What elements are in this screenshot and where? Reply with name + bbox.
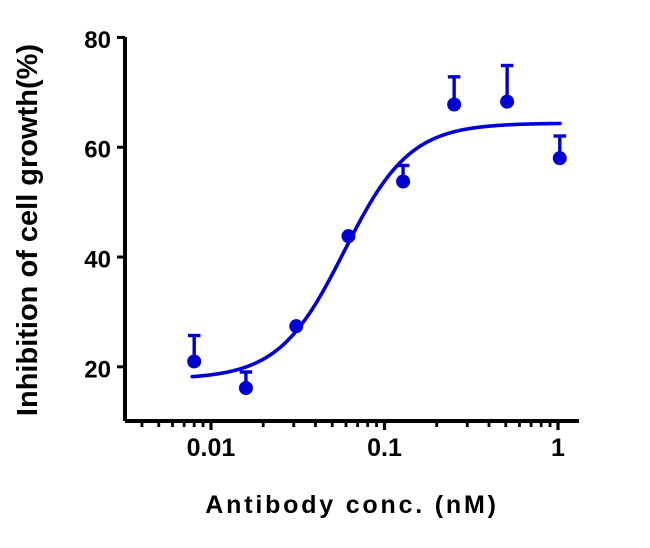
svg-text:60: 60 [84,137,111,164]
svg-text:1: 1 [551,434,565,462]
svg-text:0.01: 0.01 [187,434,236,462]
svg-text:0.1: 0.1 [367,434,402,462]
svg-text:20: 20 [84,356,111,383]
svg-text:40: 40 [84,247,111,274]
svg-text:80: 80 [84,27,111,54]
